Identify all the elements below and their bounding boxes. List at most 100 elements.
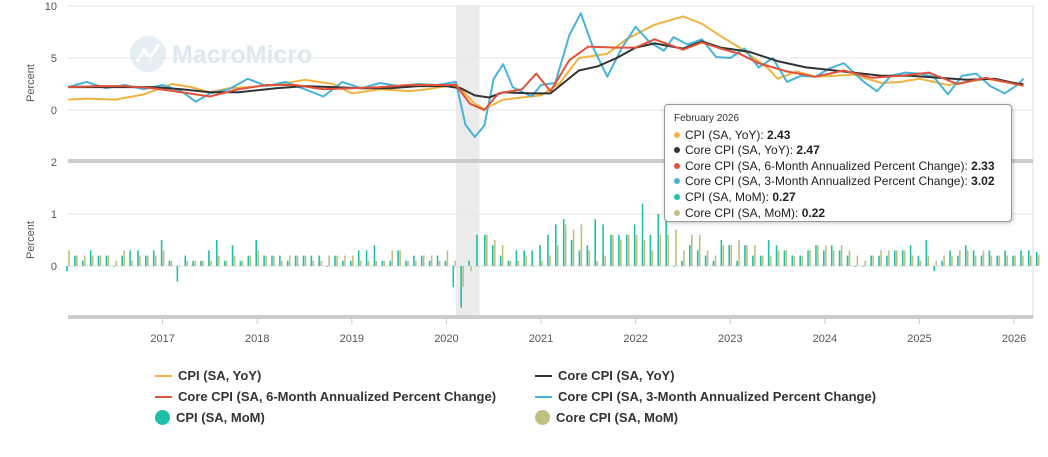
tooltip-value: 2.33: [971, 158, 995, 173]
tooltip-value: 2.47: [796, 143, 820, 158]
cpi_mom-bar: [594, 219, 597, 266]
core_mom-bar: [911, 255, 914, 266]
top-y-tick-label: 0: [51, 105, 57, 117]
bottom-y-tick-label: 0: [51, 261, 57, 273]
cpi_mom-bar: [586, 245, 589, 266]
cpi_mom-bar: [192, 260, 194, 266]
cpi_mom-bar: [657, 214, 660, 266]
core_mom-bar: [919, 260, 922, 266]
core_mom-bar: [1014, 255, 1016, 266]
core_mom-bar: [612, 234, 614, 266]
cpi_mom-bar: [263, 255, 265, 266]
core_mom-bar: [344, 255, 346, 266]
core_mom-bar: [194, 260, 196, 266]
core_mom-bar: [162, 250, 165, 266]
cpi_mom-bar: [554, 224, 557, 266]
core_mom-bar: [265, 255, 267, 266]
core_mom-bar: [675, 229, 677, 266]
core_mom-bar: [572, 229, 575, 266]
cpi_mom-bar: [436, 255, 439, 266]
core_mom-bar: [1006, 255, 1008, 266]
core_mom-bar: [68, 250, 70, 266]
legend-line-icon: [155, 374, 172, 377]
core_mom-bar: [525, 255, 528, 266]
tooltip-dot-icon: [674, 178, 680, 185]
cpi_mom-bar: [484, 234, 486, 266]
cpi_mom-bar: [444, 260, 447, 266]
cpi_mom-bar: [152, 250, 155, 266]
cpi_mom-bar: [846, 255, 849, 266]
legend-dot-icon: [155, 410, 170, 425]
recession-shade-top: [455, 5, 480, 161]
top-y-axis-title: Percent: [25, 64, 37, 102]
core_mom-bar: [478, 266, 480, 267]
core_mom-bar: [1037, 254, 1040, 266]
x-tick-label: 2022: [623, 333, 647, 345]
top-y-tick-label: 10: [45, 1, 57, 13]
core_mom-bar: [895, 250, 898, 266]
tooltip-row-cpi_mom: CPI (SA, MoM): 0.27: [674, 190, 1011, 206]
cpi_mom-bar: [570, 240, 573, 266]
x-tick-label: 2018: [245, 333, 269, 345]
cpi_mom-bar: [66, 266, 68, 272]
tooltip-label: Core CPI (SA, 3-Month Annualized Percent…: [685, 174, 972, 189]
cpi_mom-bar: [334, 255, 336, 266]
legend-dot-icon: [535, 410, 550, 425]
cpi_mom-bar: [562, 219, 565, 266]
tooltip-label: Core CPI (SA, YoY):: [685, 143, 797, 158]
legend-item-core_mom[interactable]: Core CPI (SA, MoM): [535, 410, 678, 425]
core_mom-bar: [312, 260, 315, 266]
tooltip-row-core_3m: Core CPI (SA, 3-Month Annualized Percent…: [674, 174, 1011, 190]
legend-item-core_3m[interactable]: Core CPI (SA, 3-Month Annualized Percent…: [535, 389, 876, 404]
cpi_mom-bar: [231, 245, 234, 266]
core_mom-bar: [281, 260, 283, 266]
core_mom-bar: [438, 260, 441, 266]
cpi_mom-bar: [886, 255, 888, 266]
cpi_mom-bar: [823, 250, 825, 266]
tooltip-row-core_yoy: Core CPI (SA, YoY): 2.47: [674, 143, 1011, 159]
cpi_mom-bar: [641, 203, 644, 266]
core_mom-bar: [76, 255, 78, 266]
x-tick-label: 2025: [907, 333, 931, 345]
cpi_mom-bar: [215, 240, 218, 266]
core_mom-bar: [1030, 255, 1032, 266]
core_mom-bar: [888, 250, 890, 266]
core_mom-bar: [872, 255, 874, 266]
cpi_mom-bar: [901, 250, 904, 266]
core_mom-bar: [864, 260, 867, 266]
legend-item-cpi_yoy[interactable]: CPI (SA, YoY): [155, 368, 261, 383]
core_mom-bar: [722, 245, 725, 266]
core_mom-bar: [769, 255, 772, 266]
core_mom-bar: [454, 260, 457, 266]
legend-label: Core CPI (SA, 3-Month Annualized Percent…: [558, 389, 877, 404]
cpi_mom-bar: [996, 255, 999, 266]
core_mom-bar: [825, 245, 827, 266]
core_mom-bar: [170, 260, 173, 266]
core_mom-bar: [683, 250, 685, 266]
core_mom-bar: [1022, 255, 1024, 266]
tooltip-dot-icon: [674, 162, 680, 169]
cpi_mom-bar: [381, 260, 384, 266]
core_mom-bar: [462, 266, 464, 287]
cpi_mom-bar: [499, 255, 502, 266]
cpi_mom-bar: [121, 255, 123, 266]
core_mom-bar: [927, 255, 930, 266]
tooltip-label: Core CPI (SA, 6-Month Annualized Percent…: [685, 158, 972, 173]
core_mom-bar: [422, 255, 425, 266]
legend-item-cpi_mom[interactable]: CPI (SA, MoM): [155, 410, 265, 425]
legend-item-core_yoy[interactable]: Core CPI (SA, YoY): [535, 368, 675, 383]
cpi_mom-bar: [279, 255, 281, 266]
cpi_yoy-line: [67, 15, 1024, 110]
cpi_mom-bar: [239, 260, 242, 266]
cpi_mom-bar: [208, 250, 210, 266]
legend-item-core_6m[interactable]: Core CPI (SA, 6-Month Annualized Percent…: [155, 389, 496, 404]
cpi_mom-bar: [618, 234, 620, 266]
x-tick-label: 2023: [718, 333, 742, 345]
cpi_mom-bar: [933, 266, 936, 272]
cpi_mom-bar: [357, 250, 360, 266]
tooltip-value: 2.43: [767, 127, 791, 142]
core_mom-bar: [470, 266, 472, 272]
watermark-logo: MacroMicro: [130, 36, 312, 72]
core_mom-bar: [998, 255, 1001, 266]
core_mom-bar: [990, 255, 993, 266]
